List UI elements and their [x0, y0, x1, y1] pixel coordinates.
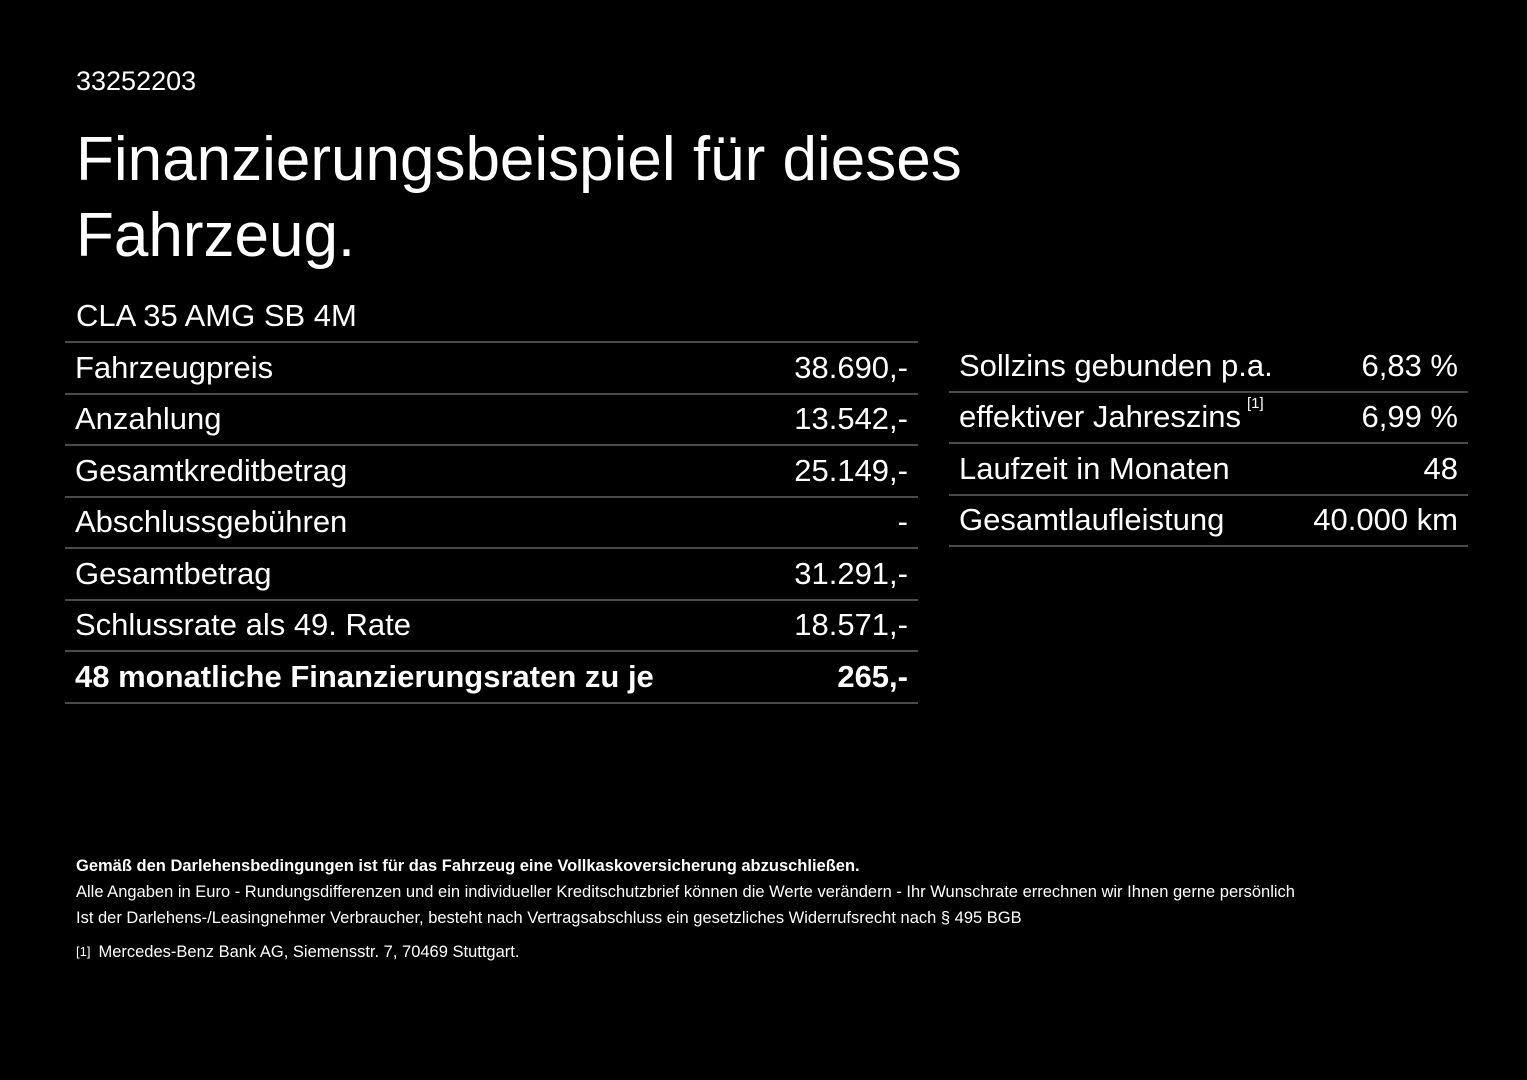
- row-label: Gesamtkreditbetrag: [75, 452, 348, 488]
- table-row: Fahrzeugpreis 38.690,-: [65, 343, 918, 395]
- table-row: effektiver Jahreszins [1] 6,99 %: [949, 393, 1468, 444]
- row-value: 31.291,-: [794, 555, 908, 591]
- label-text: Laufzeit in Monaten: [959, 450, 1230, 486]
- table-row: Gesamtlaufleistung 40.000 km: [949, 496, 1468, 547]
- footnote-text: Mercedes-Benz Bank AG, Siemensstr. 7, 70…: [98, 943, 520, 961]
- disclaimer-line: Alle Angaben in Euro - Rundungsdifferenz…: [76, 883, 1295, 901]
- table-row: Gesamtbetrag 31.291,-: [65, 549, 918, 601]
- label-text: Sollzins gebunden p.a.: [959, 347, 1273, 383]
- insurance-note: Gemäß den Darlehensbedingungen ist für d…: [76, 857, 860, 875]
- monthly-rate-row: 48 monatliche Finanzierungsraten zu je 26…: [65, 652, 918, 704]
- table-row: Sollzins gebunden p.a. 6,83 %: [949, 341, 1468, 393]
- label-text: Gesamtlaufleistung: [959, 502, 1225, 538]
- label-text: effektiver Jahreszins: [959, 399, 1241, 435]
- row-value: 6,83 %: [1361, 347, 1458, 383]
- footnote: [1] Mercedes-Benz Bank AG, Siemensstr. 7,…: [76, 939, 1295, 965]
- table-row: Laufzeit in Monaten 48: [949, 444, 1468, 496]
- row-label: Fahrzeugpreis: [75, 349, 274, 385]
- table-row: Schlussrate als 49. Rate 18.571,-: [65, 601, 918, 652]
- legal-notes: Gemäß den Darlehensbedingungen ist für d…: [76, 853, 1295, 965]
- financing-table: Fahrzeugpreis 38.690,- Anzahlung 13.542,- …: [65, 341, 918, 704]
- table-row: Gesamtkreditbetrag 25.149,-: [65, 446, 918, 498]
- table-row: Abschlussgebühren -: [65, 498, 918, 549]
- row-label: Schlussrate als 49. Rate: [75, 607, 412, 643]
- row-value: 6,99 %: [1361, 399, 1458, 435]
- row-label: effektiver Jahreszins [1]: [959, 395, 1264, 435]
- row-value: 38.690,-: [794, 349, 908, 385]
- row-value: -: [897, 504, 908, 540]
- footnote-ref: [1]: [1247, 395, 1264, 413]
- offer-id: 33252203: [76, 66, 197, 96]
- interest-table: Sollzins gebunden p.a. 6,83 % effektiver …: [949, 341, 1468, 547]
- row-label: Gesamtlaufleistung: [959, 502, 1224, 538]
- row-value: 40.000 km: [1313, 502, 1458, 538]
- page-title: Finanzierungsbeispiel für dieses Fahrzeu…: [76, 125, 962, 270]
- model-name: CLA 35 AMG SB 4M: [76, 298, 357, 333]
- row-label: 48 monatliche Finanzierungsraten zu je: [75, 658, 654, 694]
- row-value: 18.571,-: [794, 607, 908, 643]
- footnote-marker: [1]: [76, 944, 91, 959]
- row-label: Sollzins gebunden p.a.: [959, 348, 1273, 384]
- row-value: 48: [1423, 450, 1458, 486]
- row-value: 13.542,-: [794, 401, 908, 437]
- row-label: Abschlussgebühren: [75, 504, 348, 540]
- row-label: Anzahlung: [75, 401, 222, 437]
- withdrawal-note: Ist der Darlehens-/Leasingnehmer Verbrau…: [76, 909, 1022, 927]
- row-label: Gesamtbetrag: [75, 555, 272, 591]
- row-label: Laufzeit in Monaten: [959, 451, 1230, 487]
- table-row: Anzahlung 13.542,-: [65, 395, 918, 446]
- row-value: 25.149,-: [794, 452, 908, 488]
- row-value: 265,-: [837, 658, 908, 694]
